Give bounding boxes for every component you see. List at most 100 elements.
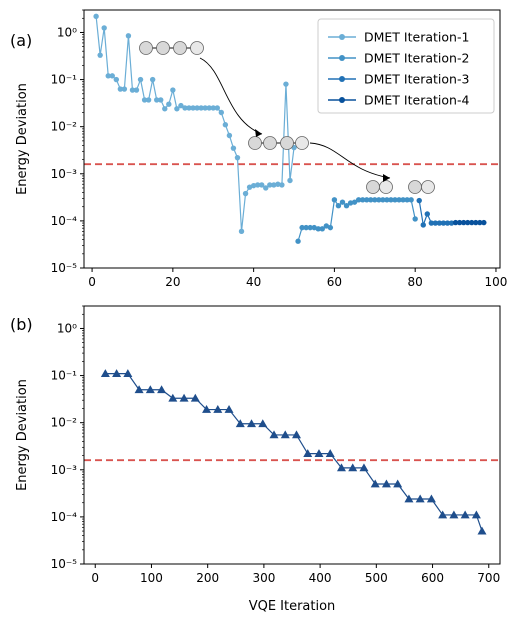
panel-a-x-ticks: 0 20 40 60 80 100	[88, 268, 507, 289]
data-point	[194, 105, 200, 111]
panel-a-y-ticks: 10⁰ 10⁻¹ 10⁻² 10⁻³ 10⁻⁴ 10⁻⁵	[51, 9, 84, 275]
data-point	[351, 199, 358, 205]
data-point	[235, 419, 245, 428]
data-point	[121, 86, 128, 92]
panel-b-x-axis-label: VQE Iteration	[249, 599, 336, 614]
molecule-chain-4-icon	[139, 41, 204, 55]
data-point	[134, 385, 144, 394]
series-line-1	[105, 373, 483, 532]
data-point	[100, 369, 110, 378]
data-point	[141, 97, 148, 103]
data-point	[280, 430, 290, 439]
y-tick-label: 10⁻²	[51, 120, 78, 134]
data-point	[250, 182, 257, 189]
x-tick-label: 100	[485, 275, 508, 289]
data-point	[97, 52, 103, 58]
panel-a-frame	[83, 9, 501, 269]
x-tick-label: 400	[309, 571, 332, 585]
data-point	[213, 405, 223, 413]
legend-swatch-marker	[339, 34, 345, 40]
data-point	[247, 419, 257, 428]
data-point	[202, 405, 212, 413]
data-point	[291, 430, 301, 439]
x-tick-label: 700	[477, 571, 500, 585]
data-point	[424, 211, 431, 217]
panel-b-x-ticks: 0 100 200 300 400 500 600 700	[91, 564, 500, 585]
data-point	[368, 197, 374, 203]
data-point	[303, 449, 313, 458]
panel-b-label: (b)	[10, 315, 33, 334]
data-point	[145, 385, 155, 394]
x-tick-label: 40	[246, 275, 261, 289]
data-point	[153, 97, 160, 103]
data-point	[448, 220, 455, 226]
data-point	[224, 405, 234, 413]
y-tick-label: 10⁰	[57, 25, 77, 39]
data-point	[133, 87, 140, 93]
data-point	[267, 182, 273, 188]
data-point	[166, 101, 172, 107]
y-tick-label: 10⁻³	[51, 167, 78, 181]
x-tick-label: 300	[252, 571, 275, 585]
data-point	[452, 219, 459, 226]
legend-swatch-marker	[339, 55, 345, 61]
data-point	[339, 199, 346, 205]
data-point	[137, 76, 144, 83]
data-point	[105, 73, 111, 79]
data-point	[460, 510, 470, 519]
x-tick-label: 20	[165, 275, 180, 289]
x-tick-label: 600	[421, 571, 444, 585]
data-point	[287, 177, 293, 184]
data-point	[384, 197, 390, 203]
x-tick-label: 200	[196, 571, 219, 585]
data-point	[380, 197, 386, 203]
data-point	[412, 216, 418, 222]
data-point	[254, 182, 261, 188]
data-point	[158, 97, 164, 103]
data-point	[210, 105, 216, 111]
x-tick-label: 0	[91, 571, 99, 585]
data-point	[271, 182, 277, 188]
data-point	[242, 190, 249, 197]
data-point	[303, 224, 309, 231]
data-point	[436, 220, 443, 226]
series-line-2	[297, 198, 416, 242]
data-point	[238, 228, 245, 235]
data-point	[206, 105, 212, 111]
molecule-chain-3-icon	[248, 136, 309, 150]
data-point	[125, 33, 132, 39]
data-point	[168, 393, 178, 402]
panel-b-frame	[83, 305, 501, 565]
data-point	[359, 197, 366, 203]
data-point	[145, 97, 152, 103]
molecule-dimer-icon	[366, 180, 435, 194]
y-tick-label: 10⁻¹	[51, 369, 78, 383]
x-tick-label: 100	[140, 571, 163, 585]
data-point	[259, 182, 265, 188]
data-point	[323, 223, 330, 229]
data-point	[218, 109, 225, 116]
data-point	[426, 494, 436, 503]
y-tick-label: 10⁻¹	[51, 73, 78, 87]
data-point	[327, 224, 334, 231]
data-point	[347, 200, 354, 206]
x-tick-label: 0	[88, 275, 96, 289]
panel-a: (a) 0 20 40 60 80 100 10⁰ 10⁻¹ 10⁻² 10⁻³ 10⁻⁴ 10⁻⁵…	[10, 9, 507, 289]
data-point	[438, 510, 448, 519]
legend-swatch-marker	[339, 97, 345, 103]
data-point	[408, 197, 414, 203]
y-tick-label: 10⁻⁵	[51, 261, 78, 275]
data-point	[295, 238, 301, 244]
data-point	[393, 479, 403, 488]
data-point	[481, 219, 487, 226]
panel-b: (b) 0 100 200 300 400 500 600 700 10⁰10⁻¹10⁻²10…	[10, 305, 501, 614]
panel-a-label: (a)	[10, 31, 32, 50]
data-point	[234, 154, 241, 161]
y-tick-label: 10⁻⁴	[51, 510, 78, 524]
data-point	[331, 197, 338, 203]
data-point	[198, 105, 204, 111]
data-point	[335, 203, 342, 209]
data-point	[123, 369, 133, 378]
data-point	[182, 105, 188, 111]
data-point	[162, 106, 168, 112]
